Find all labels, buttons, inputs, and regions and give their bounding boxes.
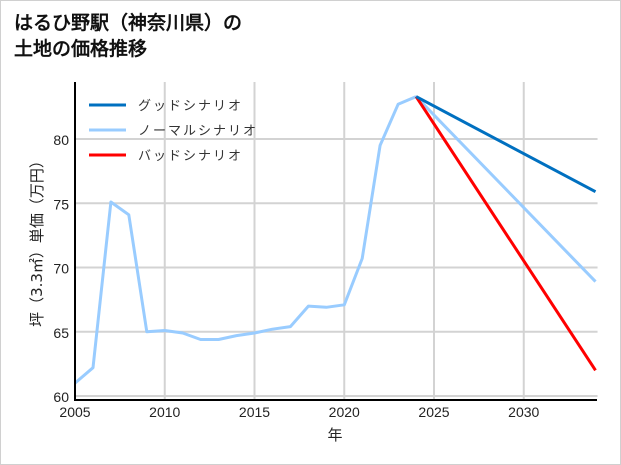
- tick-labels: 60 65 70 75 80 2005 2010 2015 2020 2025 2030: [53, 132, 539, 420]
- x-tick-label: 2030: [508, 404, 539, 420]
- x-tick-label: 2025: [418, 404, 449, 420]
- x-tick-label: 2005: [59, 404, 90, 420]
- axes: [74, 82, 597, 401]
- x-tick-label: 2010: [149, 404, 180, 420]
- x-tick-label: 2015: [239, 404, 270, 420]
- y-tick-label: 65: [53, 325, 69, 341]
- series-line: [414, 95, 597, 372]
- series-line: [415, 95, 597, 194]
- y-tick-label: 70: [53, 261, 69, 277]
- y-tick-label: 60: [53, 389, 69, 405]
- data-lines: [74, 95, 597, 385]
- legend-label: ノーマルシナリオ: [138, 124, 258, 139]
- series-line: [415, 95, 597, 283]
- y-tick-label: 80: [53, 132, 69, 148]
- legend-label: グッドシナリオ: [138, 99, 243, 114]
- chart-title: はるひ野駅（神奈川県）の 土地の価格推移: [14, 12, 243, 60]
- x-tick-label: 2020: [329, 404, 360, 420]
- x-axis-label: 年: [327, 426, 342, 444]
- y-tick-label: 75: [53, 196, 69, 212]
- series-line: [74, 95, 417, 385]
- legend-label: バッドシナリオ: [138, 149, 243, 164]
- y-axis-label: 坪（3.3㎡）単価（万円）: [28, 153, 46, 327]
